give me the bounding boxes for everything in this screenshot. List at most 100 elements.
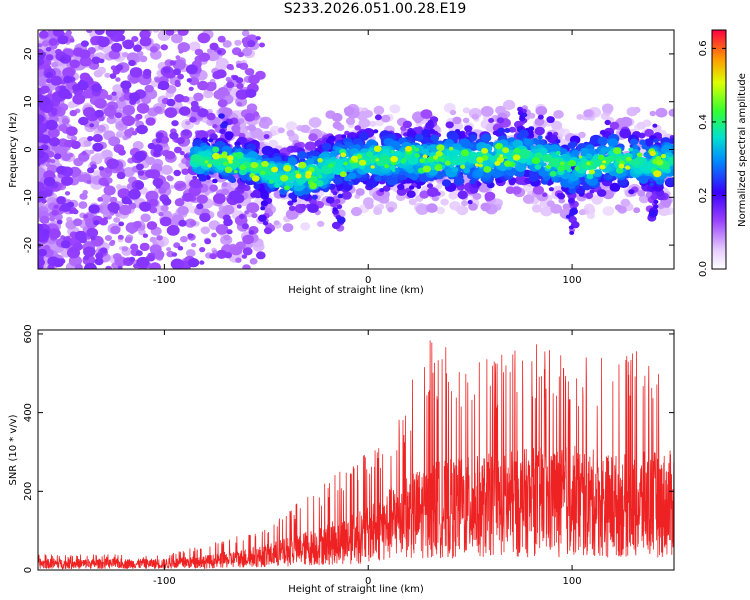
heatmap-cell bbox=[494, 153, 501, 159]
heatmap-cell bbox=[260, 206, 266, 211]
heatmap-cell bbox=[149, 236, 157, 243]
heatmap-cell bbox=[265, 207, 272, 214]
snr-ytick-label: 600 bbox=[23, 324, 34, 343]
heatmap-cell bbox=[99, 247, 108, 254]
heatmap-xtick-label: 100 bbox=[563, 275, 582, 286]
heatmap-cell bbox=[205, 90, 212, 96]
heatmap-cell bbox=[185, 64, 198, 75]
heatmap-cell bbox=[374, 114, 382, 121]
heatmap-cell bbox=[236, 63, 242, 68]
heatmap-cell bbox=[106, 94, 113, 101]
heatmap-cell bbox=[146, 221, 158, 230]
heatmap-cell bbox=[628, 189, 635, 195]
heatmap-cell bbox=[45, 47, 52, 52]
heatmap-cell bbox=[248, 74, 260, 85]
heatmap-xtick-label: 0 bbox=[365, 275, 371, 286]
colorbar-ticks: 0.0 0.2 0.4 0.6 bbox=[698, 40, 726, 277]
heatmap-cell bbox=[427, 120, 434, 125]
heatmap-cell bbox=[298, 161, 307, 169]
heatmap-cell bbox=[484, 191, 496, 201]
heatmap-cell bbox=[198, 174, 208, 182]
heatmap-cell bbox=[589, 189, 595, 194]
heatmap-cell bbox=[584, 109, 593, 117]
heatmap-cell bbox=[153, 106, 163, 114]
heatmap-cell bbox=[670, 177, 674, 182]
heatmap-cell bbox=[166, 98, 176, 107]
heatmap-cell bbox=[174, 79, 180, 85]
heatmap-cell bbox=[599, 164, 606, 170]
heatmap-cell bbox=[308, 133, 318, 142]
heatmap-cell bbox=[160, 204, 169, 212]
heatmap-cell bbox=[199, 260, 205, 265]
heatmap-cell bbox=[122, 115, 135, 126]
heatmap-cell bbox=[206, 48, 213, 54]
heatmap-cell bbox=[74, 263, 83, 269]
heatmap-cell bbox=[406, 190, 416, 198]
heatmap-cell bbox=[122, 167, 135, 177]
heatmap-cell bbox=[149, 46, 158, 53]
heatmap-cell bbox=[375, 119, 384, 127]
heatmap-cell bbox=[54, 153, 62, 160]
heatmap-cell bbox=[567, 141, 576, 149]
heatmap-cell bbox=[329, 150, 338, 158]
heatmap-cell bbox=[222, 204, 235, 215]
heatmap-cell bbox=[244, 112, 256, 122]
heatmap-cell bbox=[171, 120, 179, 127]
heatmap-cell bbox=[134, 181, 144, 190]
heatmap-cell bbox=[160, 44, 168, 51]
heatmap-cell bbox=[116, 171, 126, 180]
heatmap-cell bbox=[153, 144, 163, 153]
heatmap-cell bbox=[331, 221, 341, 230]
heatmap-cell bbox=[106, 158, 119, 170]
heatmap-cell bbox=[419, 190, 430, 199]
heatmap-cell bbox=[470, 186, 479, 194]
heatmap-cell bbox=[636, 152, 643, 158]
heatmap-cell bbox=[38, 58, 45, 66]
heatmap-cell bbox=[134, 151, 147, 162]
heatmap-cell bbox=[61, 118, 70, 125]
heatmap-cell bbox=[244, 210, 250, 215]
heatmap-cell bbox=[649, 110, 657, 117]
colorbar-tick-label: 0.4 bbox=[698, 114, 709, 130]
heatmap-cell bbox=[110, 239, 116, 245]
heatmap-cell bbox=[568, 160, 576, 167]
heatmap-cell bbox=[288, 205, 296, 212]
heatmap-cell bbox=[513, 147, 521, 154]
heatmap-cell bbox=[535, 106, 548, 116]
heatmap-cell bbox=[341, 191, 352, 200]
heatmap-cell bbox=[51, 209, 59, 216]
heatmap-ylabel: Frequency (Hz) bbox=[8, 112, 19, 188]
heatmap-cell bbox=[585, 192, 594, 199]
heatmap-cell bbox=[212, 146, 220, 153]
heatmap-cell bbox=[541, 162, 547, 167]
heatmap-cell bbox=[94, 257, 104, 266]
heatmap-cell bbox=[553, 110, 564, 119]
heatmap-cell bbox=[47, 128, 60, 138]
heatmap-cell bbox=[176, 137, 185, 145]
heatmap-cell bbox=[414, 153, 420, 158]
heatmap-cell bbox=[440, 198, 449, 206]
heatmap-cell bbox=[480, 202, 491, 212]
heatmap-cell bbox=[128, 256, 136, 262]
heatmap-cell bbox=[69, 109, 78, 117]
heatmap-cell bbox=[86, 179, 92, 184]
heatmap-cell bbox=[218, 113, 225, 119]
heatmap-cell bbox=[304, 141, 317, 151]
heatmap-cell bbox=[574, 166, 580, 171]
heatmap-cell bbox=[452, 121, 463, 131]
heatmap-ytick-label: -10 bbox=[23, 189, 34, 205]
heatmap-cell bbox=[444, 160, 451, 166]
heatmap-cell bbox=[51, 61, 59, 68]
heatmap-cell bbox=[137, 170, 145, 176]
heatmap-cell bbox=[351, 206, 362, 217]
heatmap-cell bbox=[242, 264, 251, 269]
heatmap-cell bbox=[242, 47, 253, 57]
heatmap-cell bbox=[376, 161, 382, 166]
heatmap-cell bbox=[435, 183, 443, 189]
heatmap-cell bbox=[39, 215, 50, 224]
heatmap-cell bbox=[178, 106, 191, 116]
heatmap-cell bbox=[271, 166, 279, 173]
heatmap-cell bbox=[196, 194, 208, 204]
heatmap-cell bbox=[435, 150, 443, 157]
heatmap-cell bbox=[409, 185, 415, 190]
